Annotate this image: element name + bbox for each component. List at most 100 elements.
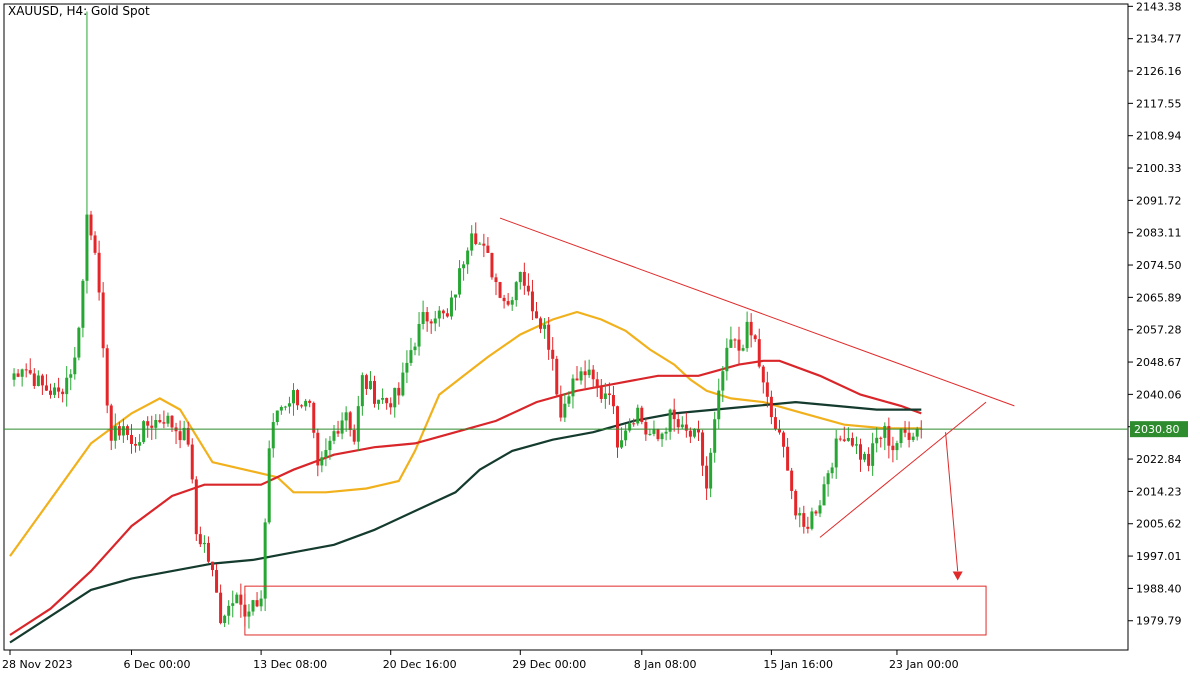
projection-arrow-shaft [945,432,959,572]
candle-body [616,406,619,448]
candle-body [883,425,887,438]
candle-body [462,264,466,269]
candle-body [818,505,822,514]
candle-body [271,422,275,449]
x-tick-label: 20 Dec 16:00 [383,658,457,671]
candle-body [69,374,73,378]
candle-body [490,252,494,278]
candle-body [620,440,624,448]
candle-body [89,214,93,236]
candle-body [328,440,332,451]
candle-body [352,430,356,442]
y-tick-label: 2100.33 [1136,162,1182,175]
candle-body [109,405,113,441]
candle-body [296,390,300,406]
candle-body [166,415,170,424]
x-tick-label: 15 Jan 16:00 [763,658,833,671]
candle-body [24,369,28,371]
candle-body [138,442,142,446]
projection-arrow-head [952,571,963,581]
candle-body [486,245,490,253]
candle-body [381,398,385,400]
candle-body [859,444,862,460]
candle-body [397,387,401,396]
y-tick-label: 2117.55 [1136,97,1182,110]
candle-body [348,412,352,431]
candle-body [231,603,235,606]
candle-body [790,470,794,491]
candle-body [117,426,121,436]
candle-body [607,393,611,396]
candle-body [304,400,308,407]
candle-body [867,453,871,466]
upper-trendline[interactable] [499,217,1015,407]
candle-body [611,395,615,407]
lower-trendline[interactable] [819,401,987,538]
candle-body [644,422,648,435]
x-tick-label: 28 Nov 2023 [2,658,72,671]
candle-body [287,403,291,407]
candle-body [822,484,826,506]
candle-body [308,400,312,403]
candle-body [478,243,482,245]
candle-body [854,444,858,446]
candle-body [567,396,571,404]
candle-body [158,420,162,423]
symbol-title: XAUUSD, H4: Gold Spot [8,4,150,18]
candle-body [879,437,883,439]
candle-body [393,387,397,408]
candle-body [555,358,559,395]
candle-body [717,390,721,420]
candle-body [77,327,81,358]
candle-body [526,285,530,292]
y-tick-label: 2057.28 [1136,324,1182,337]
y-tick-label: 2134.77 [1136,33,1182,46]
candle-body [215,570,219,593]
y-tick-label: 2143.38 [1136,0,1182,13]
candle-body [324,450,328,458]
candle-body [474,233,478,244]
candle-body [255,600,259,607]
candle-body [275,410,279,423]
candle-body [441,310,445,314]
candle-body [57,387,61,392]
y-tick-label: 2014.23 [1136,485,1182,498]
y-tick-label: 2048.67 [1136,356,1182,369]
candle-body [360,375,364,407]
plot-frame [3,3,1129,651]
candle-body [846,438,850,441]
candle-body [907,432,911,440]
candle-body [830,467,834,474]
candle-body [44,385,48,391]
candle-body [316,432,320,466]
candle-body [267,448,271,523]
candle-body [911,436,915,440]
candle-body [530,291,534,312]
candle-body [834,438,838,468]
candle-body [591,369,595,380]
candle-body [356,406,360,442]
candle-body [12,373,16,380]
target-zone-box[interactable] [244,585,987,636]
y-tick-label: 2091.72 [1136,194,1182,207]
candle-body [125,426,129,435]
candle-body [535,311,538,319]
candle-body [259,598,263,607]
candle-body [656,429,660,440]
candle-body [206,542,210,562]
candle-body [603,393,607,399]
candle-body [757,339,761,367]
candle-body [688,430,692,437]
candle-body [105,348,109,406]
candle-body [773,417,777,430]
candle-body [417,323,421,347]
candle-body [794,490,798,516]
candle-body [502,297,506,302]
candle-body [782,432,786,447]
candle-body [579,371,583,381]
candle-body [251,600,255,612]
candle-body [838,438,842,440]
candle-body [672,409,676,420]
